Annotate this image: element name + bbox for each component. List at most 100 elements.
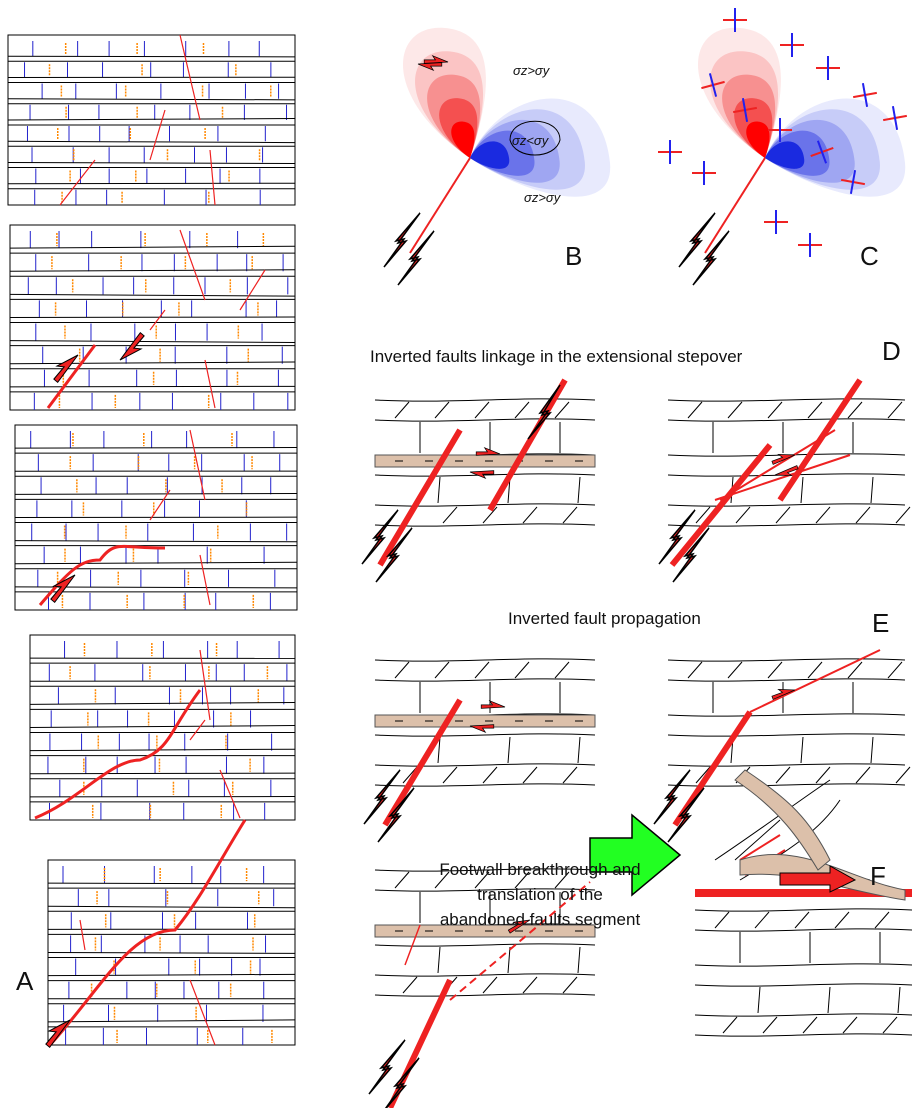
- bed: [668, 734, 905, 736]
- hatch: [776, 507, 790, 523]
- hatch: [795, 912, 809, 928]
- bed: [668, 764, 905, 766]
- hatch: [728, 402, 742, 418]
- hatch: [723, 1017, 737, 1033]
- joint: [801, 477, 803, 503]
- joint: [508, 737, 510, 763]
- hatch: [768, 402, 782, 418]
- bed: [48, 953, 295, 954]
- bed: [375, 994, 595, 996]
- shear-arrow: [49, 349, 79, 382]
- fault: [48, 345, 95, 408]
- panel-title: Inverted fault propagation: [508, 609, 701, 628]
- bed: [375, 524, 595, 526]
- hatch: [395, 662, 409, 678]
- bed: [48, 883, 295, 884]
- joint: [438, 947, 440, 973]
- hatch: [875, 912, 889, 928]
- hatch: [475, 402, 489, 418]
- joint: [898, 987, 900, 1013]
- hatch: [483, 767, 497, 783]
- hatch: [896, 767, 910, 783]
- bed: [668, 399, 905, 401]
- shear-arrow: [470, 725, 494, 733]
- hatch: [843, 1017, 857, 1033]
- joint: [801, 737, 803, 763]
- hatch: [515, 662, 529, 678]
- bed: [668, 504, 905, 506]
- bed: [8, 119, 295, 120]
- joint: [758, 987, 760, 1013]
- bed: [30, 749, 295, 750]
- bed: [8, 183, 295, 184]
- bed: [695, 1014, 912, 1016]
- stress-label: σz>σy: [524, 190, 562, 205]
- bed: [695, 964, 912, 966]
- bed: [375, 764, 595, 766]
- shear-arrow: [118, 333, 148, 366]
- hatch: [816, 767, 830, 783]
- hatch: [435, 402, 449, 418]
- hatch: [688, 662, 702, 678]
- hatch: [896, 507, 910, 523]
- bed: [10, 270, 295, 271]
- hatch: [403, 977, 417, 993]
- bed: [48, 906, 295, 907]
- fault: [410, 158, 470, 253]
- joint: [578, 477, 580, 503]
- hatch: [763, 1017, 777, 1033]
- bed: [375, 504, 595, 506]
- bed: [10, 341, 295, 343]
- shear-arrow: [481, 701, 505, 709]
- hatch: [523, 767, 537, 783]
- hatch: [443, 767, 457, 783]
- bed: [10, 294, 295, 296]
- bed: [15, 493, 297, 494]
- hatch: [555, 402, 569, 418]
- hatch: [883, 1017, 897, 1033]
- hatch: [888, 662, 902, 678]
- bed: [375, 399, 595, 401]
- hatch: [888, 402, 902, 418]
- drawing: [8, 8, 912, 1108]
- bed: [375, 974, 595, 976]
- stress-label: σz>σy: [513, 63, 551, 78]
- hatch: [816, 507, 830, 523]
- bed: [668, 659, 905, 661]
- hatch: [856, 767, 870, 783]
- bed: [30, 726, 295, 728]
- hatch: [395, 402, 409, 418]
- hatch: [395, 872, 409, 888]
- hatch: [443, 507, 457, 523]
- bed: [10, 362, 295, 364]
- panel-label: C: [860, 241, 879, 271]
- hatch: [688, 402, 702, 418]
- bed: [375, 419, 595, 421]
- joint: [438, 477, 440, 503]
- bed: [15, 562, 297, 564]
- hatch: [768, 662, 782, 678]
- hatch: [523, 507, 537, 523]
- bed: [8, 141, 295, 142]
- hatch: [736, 507, 750, 523]
- bed: [8, 163, 295, 164]
- bed: [668, 714, 905, 716]
- bed: [375, 944, 595, 946]
- shear-arrow: [41, 1014, 71, 1047]
- hatch: [475, 662, 489, 678]
- bed: [30, 773, 295, 774]
- bed: [695, 909, 912, 911]
- joint: [578, 737, 580, 763]
- transport-arrow: [590, 815, 680, 895]
- fault: [190, 650, 240, 818]
- bed: [10, 386, 295, 387]
- joint: [828, 987, 830, 1013]
- hatch: [563, 767, 577, 783]
- panel-title: Inverted faults linkage in the extension…: [370, 347, 743, 366]
- bed: [695, 929, 912, 931]
- hatch: [856, 507, 870, 523]
- panel-title: abandoned faults segment: [440, 910, 641, 929]
- joint: [578, 947, 580, 973]
- hatch: [808, 402, 822, 418]
- hatch: [435, 662, 449, 678]
